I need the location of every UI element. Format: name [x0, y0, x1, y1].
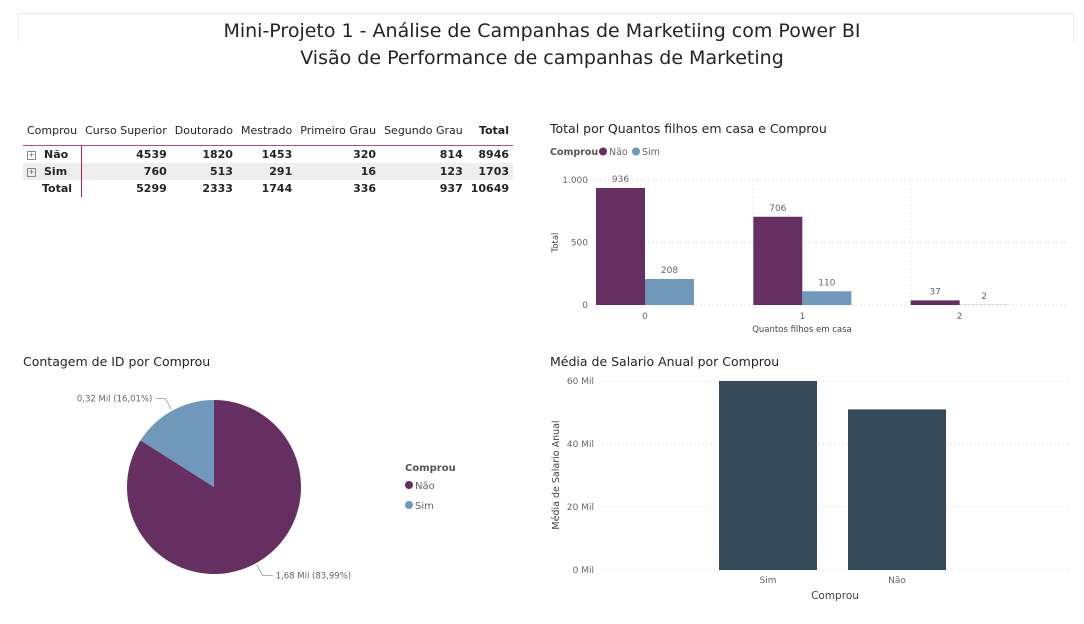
- legend-label: Não: [415, 481, 435, 492]
- salary-bar-chart: 0 Mil 20 Mil 40 Mil 60 Mil Sim Não Comprou Médi…: [551, 377, 1068, 602]
- matrix-visual: Comprou Curso Superior Doutorado Mestrad…: [23, 120, 514, 197]
- children-bar-chart: Comprou Não Sim 0 500 1.000 936 208 0 706 110 1 37 2 2…: [550, 147, 1068, 335]
- matrix-cell: 1744: [261, 182, 293, 195]
- matrix-cell: 320: [353, 148, 377, 161]
- matrix-cell: 5299: [136, 182, 167, 195]
- children-chart-title: Total por Quantos filhos em casa e Compr…: [550, 121, 827, 136]
- matrix-cell: 291: [236, 163, 297, 180]
- matrix-cell: 123: [380, 163, 467, 180]
- y-tick-label: 0 Mil: [573, 566, 594, 576]
- x-tick-label: 1: [799, 312, 805, 322]
- data-label: 37: [929, 287, 940, 297]
- expand-icon[interactable]: +: [27, 167, 36, 177]
- matrix-col-header: Segundo Grau: [380, 120, 467, 146]
- x-tick-label: 2: [957, 312, 963, 322]
- matrix-row-label-text: Sim: [44, 165, 68, 178]
- matrix-table: Comprou Curso Superior Doutorado Mestrad…: [23, 120, 514, 197]
- legend-label: Sim: [642, 147, 660, 158]
- matrix-cell: 8946: [478, 148, 510, 161]
- matrix-cell: 10649: [470, 182, 510, 195]
- matrix-cell: 513: [170, 163, 237, 180]
- legend-title: Comprou: [405, 463, 456, 474]
- data-label: 208: [661, 266, 678, 276]
- x-axis-title: Comprou: [811, 590, 859, 602]
- bar-no: [910, 300, 960, 305]
- matrix-total-row: Total 5299 2333 1744 336 937 10649: [23, 180, 513, 197]
- matrix-col-header: Mestrado: [236, 120, 297, 146]
- pie-data-label: 0,32 Mil (16,01%): [77, 395, 152, 405]
- data-label: 706: [769, 204, 786, 214]
- matrix-col-header: Total: [466, 120, 514, 146]
- legend-title: Comprou: [550, 147, 598, 158]
- data-label: 936: [612, 175, 629, 185]
- x-axis-title: Quantos filhos em casa: [752, 325, 852, 335]
- title-frame: [18, 13, 1074, 42]
- y-tick-label: 60 Mil: [567, 377, 594, 387]
- legend-marker: [632, 147, 640, 156]
- expand-icon[interactable]: +: [27, 150, 36, 160]
- y-tick-label: 0: [582, 301, 588, 311]
- matrix-cell: 4539: [136, 148, 167, 161]
- matrix-total-label: Total: [23, 180, 82, 197]
- bar-sim: [719, 381, 817, 570]
- matrix-cell: 336: [353, 182, 377, 195]
- pie-chart: 1,68 Mil (83,99%) 0,32 Mil (16,01%) Compro…: [77, 395, 456, 582]
- matrix-header-row: Comprou Curso Superior Doutorado Mestrad…: [23, 120, 514, 146]
- matrix-cell: 814: [439, 148, 463, 161]
- y-axis-title: Total: [551, 233, 561, 254]
- page-subtitle: Visão de Performance de campanhas de Mar…: [300, 47, 784, 69]
- y-axis-title: Média de Salario Anual: [551, 420, 562, 529]
- bar-no: [848, 409, 946, 570]
- y-tick-label: 40 Mil: [567, 440, 594, 450]
- matrix-cell: 937: [439, 182, 463, 195]
- legend-marker: [405, 481, 413, 489]
- matrix-cell: 1453: [261, 148, 293, 161]
- leader-line: [256, 564, 273, 576]
- matrix-col-header: Doutorado: [170, 120, 237, 146]
- matrix-row: + Não 4539 1820 1453 320 814 8946: [23, 145, 513, 163]
- legend-marker: [599, 147, 607, 156]
- bar-no: [753, 216, 803, 305]
- matrix-cell: 2333: [202, 182, 233, 195]
- page-title: Mini-Projeto 1 - Análise de Campanhas de…: [223, 20, 861, 42]
- bar-sim: [645, 279, 694, 305]
- x-tick-label: 0: [642, 312, 648, 322]
- legend-label: Sim: [415, 501, 434, 512]
- bar-sim: [802, 291, 852, 305]
- matrix-cell: 1820: [202, 148, 233, 161]
- matrix-row-label-text: Não: [44, 148, 69, 161]
- x-tick-label: Não: [888, 576, 906, 586]
- matrix-cell: 760: [81, 163, 171, 180]
- leader-line: [155, 398, 172, 410]
- legend-label: Não: [609, 147, 628, 158]
- matrix-cell: 1703: [466, 163, 514, 180]
- matrix-col-header: Primeiro Grau: [296, 120, 381, 146]
- salary-chart-title: Média de Salario Anual por Comprou: [550, 354, 780, 369]
- matrix-row-header: Comprou: [23, 120, 82, 146]
- y-tick-label: 20 Mil: [567, 503, 594, 513]
- pie-data-label: 1,68 Mil (83,99%): [276, 571, 351, 581]
- bar-no: [596, 188, 645, 305]
- matrix-row: + Sim 760 513 291 16 123 1703: [23, 163, 514, 180]
- matrix-col-header: Curso Superior: [81, 120, 171, 146]
- matrix-row-label: + Não: [23, 145, 82, 163]
- y-tick-label: 500: [571, 239, 588, 249]
- data-label: 2: [981, 292, 987, 302]
- pie-slice-sim: [140, 400, 214, 487]
- pie-chart-title: Contagem de ID por Comprou: [23, 354, 211, 369]
- y-tick-label: 1.000: [562, 176, 588, 186]
- matrix-row-label: + Sim: [23, 163, 82, 180]
- legend-marker: [405, 501, 413, 509]
- data-label: 110: [818, 278, 835, 288]
- x-tick-label: Sim: [760, 576, 777, 586]
- matrix-cell: 16: [296, 163, 381, 180]
